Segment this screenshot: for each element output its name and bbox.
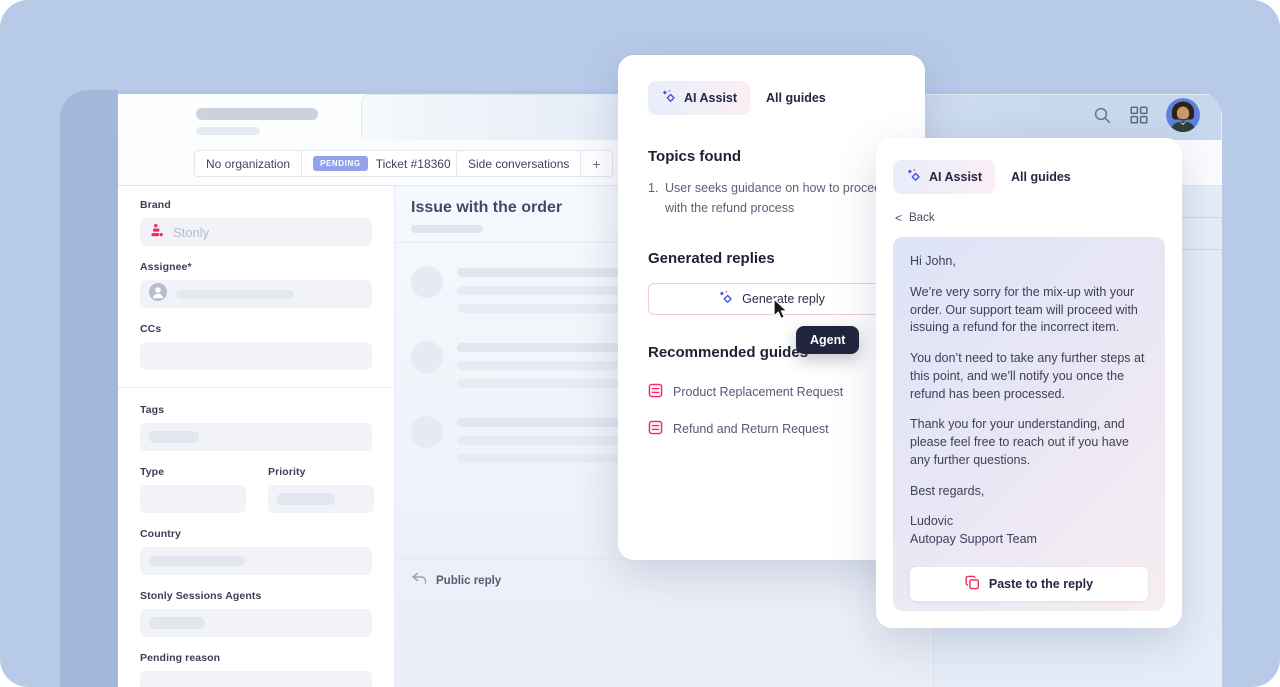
paste-to-reply-button[interactable]: Paste to the reply xyxy=(910,567,1148,601)
reply-paragraph: Thank you for your understanding, and pl… xyxy=(910,417,1129,467)
priority-skeleton xyxy=(277,493,335,505)
field-label-tags: Tags xyxy=(140,404,165,416)
chevron-left-icon: < xyxy=(895,211,903,225)
browser-tab-skeleton-line xyxy=(196,108,318,120)
field-label-priority: Priority xyxy=(268,466,306,478)
paste-to-reply-label: Paste to the reply xyxy=(988,577,1094,591)
avatar-skeleton xyxy=(411,341,443,373)
divider xyxy=(301,151,303,176)
field-label-pending-reason: Pending reason xyxy=(140,652,221,664)
generate-reply-button[interactable]: Generate reply xyxy=(648,282,895,315)
message-skeleton xyxy=(411,416,917,463)
tab-ai-assist[interactable]: AI Assist xyxy=(648,81,751,115)
browser-tab-skeleton-line xyxy=(196,127,260,135)
message-skeleton xyxy=(411,266,917,313)
field-label-stonly-sessions-agents: Stonly Sessions Agents xyxy=(140,590,262,602)
reply-arrow-icon xyxy=(411,572,427,590)
brand-value: Stonly xyxy=(173,224,210,240)
ticket-fields-sidebar: Brand Stonly Assignee* CCs Tags xyxy=(118,186,395,687)
country-skeleton xyxy=(149,556,245,566)
message-skeleton-list xyxy=(395,243,933,463)
mouse-cursor-icon xyxy=(772,297,794,326)
user-avatar[interactable] xyxy=(1166,98,1200,132)
ticket-number: Ticket #18360 xyxy=(375,156,451,171)
back-button[interactable]: < Back xyxy=(895,211,1165,225)
avatar-skeleton xyxy=(411,266,443,298)
topic-number: 1. xyxy=(648,181,659,195)
public-reply-bar[interactable]: Public reply xyxy=(395,558,933,603)
reply-signature-name: Ludovic xyxy=(910,514,954,529)
back-label: Back xyxy=(909,212,935,224)
field-label-type: Type xyxy=(140,466,165,478)
ccs-field[interactable] xyxy=(140,342,372,370)
ticket-title: Issue with the order xyxy=(411,199,563,216)
agent-tooltip: Agent xyxy=(796,326,860,354)
guide-document-icon xyxy=(648,420,663,438)
agents-skeleton xyxy=(149,617,205,629)
guide-label: Refund and Return Request xyxy=(673,421,829,436)
reply-paragraph: We’re very sorry for the mix-up with you… xyxy=(910,284,1138,335)
search-icon[interactable] xyxy=(1092,105,1112,125)
sparkle-icon xyxy=(661,89,676,107)
tags-field[interactable] xyxy=(140,423,372,451)
tab-ai-assist-label: AI Assist xyxy=(684,91,738,105)
field-label-assignee: Assignee* xyxy=(140,261,192,273)
stonly-sessions-agents-field[interactable] xyxy=(140,609,372,637)
reply-paragraph: Best regards, xyxy=(910,483,985,498)
brand-field[interactable]: Stonly xyxy=(140,218,372,246)
public-reply-label: Public reply xyxy=(436,575,502,587)
sidebar-divider xyxy=(118,387,394,388)
guide-label: Product Replacement Request xyxy=(673,384,844,399)
window-left-rail xyxy=(60,90,118,687)
reply-paragraph: Hi John, xyxy=(910,254,956,268)
recommended-guides-heading: Recommended guides xyxy=(648,343,809,361)
status-badge: PENDING xyxy=(313,156,368,171)
type-field[interactable] xyxy=(140,485,246,513)
tab-all-guides[interactable]: All guides xyxy=(1011,170,1071,184)
ai-assist-panel: AI Assist All guides Topics found 1. Use… xyxy=(618,55,925,560)
topic-item: 1. User seeks guidance on how to proceed… xyxy=(648,178,895,219)
assignee-skeleton xyxy=(176,289,294,299)
tab-side-conversations[interactable]: Side conversations xyxy=(468,156,570,171)
ticket-info-box: No organization PENDING Ticket #18360 xyxy=(194,150,463,177)
reply-paragraph: You don’t need to take any further steps… xyxy=(910,351,1145,401)
tab-ai-assist[interactable]: AI Assist xyxy=(893,160,996,194)
field-label-country: Country xyxy=(140,528,181,540)
country-field[interactable] xyxy=(140,547,372,575)
guide-item[interactable]: Product Replacement Request xyxy=(648,383,895,401)
sparkle-icon xyxy=(906,168,921,186)
tab-all-guides[interactable]: All guides xyxy=(766,91,826,105)
tag-skeleton xyxy=(149,431,199,443)
priority-field[interactable] xyxy=(268,485,374,513)
copy-icon xyxy=(965,575,980,593)
add-conversation-button[interactable]: + xyxy=(592,155,601,172)
generate-reply-label: Generate reply xyxy=(742,291,825,306)
tab-ai-assist-label: AI Assist xyxy=(929,170,983,184)
sparkle-icon xyxy=(718,290,733,308)
generated-replies-heading: Generated replies xyxy=(648,249,775,267)
topic-text: User seeks guidance on how to proceed wi… xyxy=(665,181,889,216)
assignee-field[interactable] xyxy=(140,280,372,308)
generated-reply-preview: Hi John, We’re very sorry for the mix-up… xyxy=(893,237,1165,611)
organization-label: No organization xyxy=(206,156,291,171)
apps-grid-icon[interactable] xyxy=(1129,105,1149,125)
pending-reason-field[interactable] xyxy=(140,671,372,687)
field-label-brand: Brand xyxy=(140,199,171,211)
guide-document-icon xyxy=(648,383,663,401)
topics-found-heading: Topics found xyxy=(648,148,742,165)
divider xyxy=(580,151,582,176)
message-skeleton xyxy=(411,341,917,388)
person-icon xyxy=(149,282,167,306)
side-conversations-box: Side conversations + xyxy=(456,150,613,177)
stonly-logo-icon xyxy=(149,222,164,243)
guide-item[interactable]: Refund and Return Request xyxy=(648,420,895,438)
field-label-ccs: CCs xyxy=(140,323,162,335)
generated-reply-panel: AI Assist All guides < Back Hi John, We’… xyxy=(876,138,1182,628)
subtitle-skeleton xyxy=(411,225,483,233)
avatar-skeleton xyxy=(411,416,443,448)
reply-signature-team: Autopay Support Team xyxy=(910,532,1037,546)
